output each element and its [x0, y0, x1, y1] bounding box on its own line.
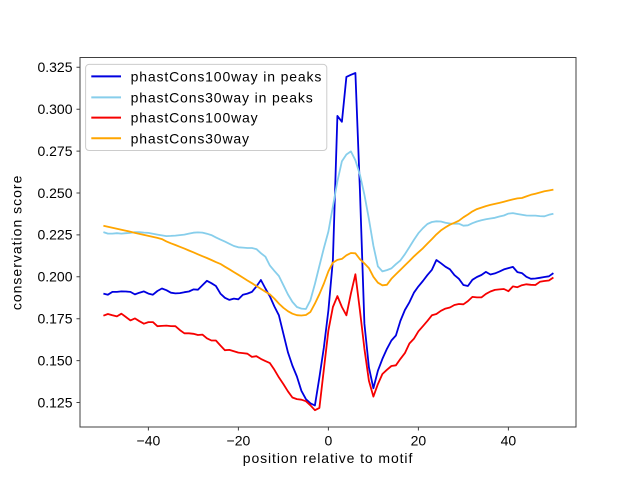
svg-text:0.300: 0.300	[37, 101, 72, 117]
svg-text:phastCons100way in peaks: phastCons100way in peaks	[131, 68, 323, 84]
svg-text:−40: −40	[137, 433, 161, 449]
svg-text:0.175: 0.175	[37, 311, 72, 327]
svg-text:40: 40	[501, 433, 517, 449]
svg-text:0.250: 0.250	[37, 185, 72, 201]
svg-text:phastCons100way: phastCons100way	[131, 110, 259, 126]
svg-text:0: 0	[325, 433, 333, 449]
svg-text:0.325: 0.325	[37, 59, 72, 75]
svg-text:0.275: 0.275	[37, 143, 72, 159]
svg-text:0.125: 0.125	[37, 394, 72, 410]
svg-text:conservation score: conservation score	[9, 175, 25, 311]
svg-text:20: 20	[411, 433, 427, 449]
svg-text:−20: −20	[227, 433, 251, 449]
svg-text:position relative to motif: position relative to motif	[243, 450, 413, 466]
svg-text:phastCons30way: phastCons30way	[131, 130, 250, 146]
svg-text:0.150: 0.150	[37, 352, 72, 368]
svg-text:0.225: 0.225	[37, 227, 72, 243]
svg-text:phastCons30way in peaks: phastCons30way in peaks	[131, 89, 314, 105]
svg-text:0.200: 0.200	[37, 269, 72, 285]
